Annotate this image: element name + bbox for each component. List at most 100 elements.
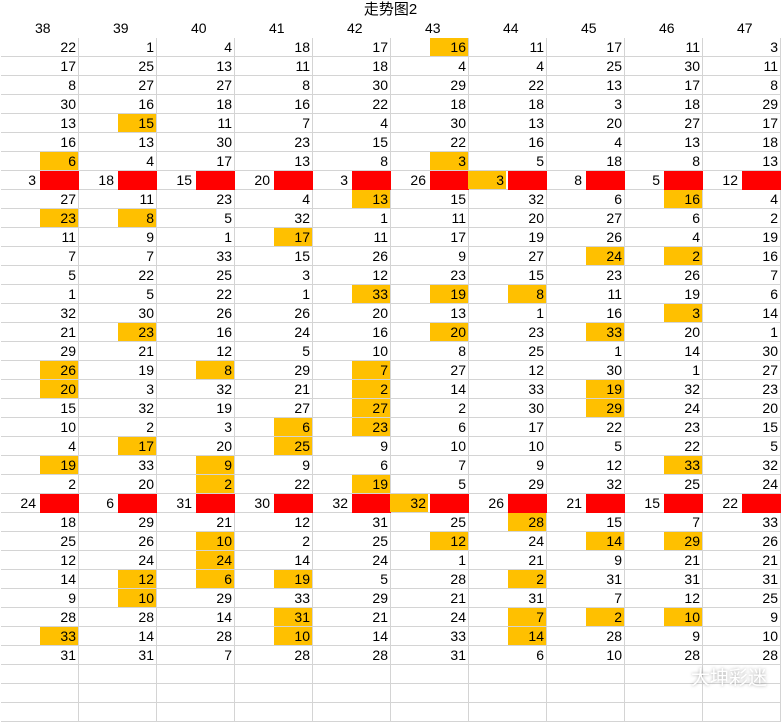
cell-number: 3 [614,96,622,112]
table-cell: 9 [79,228,157,247]
table-cell: 9 [313,437,391,456]
cell-number: 14 [294,552,310,568]
table-cell: 1 [313,209,391,228]
highlighted-number: 15 [118,114,156,132]
cell-number: 26 [410,172,426,188]
table-cell: 27 [1,190,79,209]
table-cell: 15 [703,418,781,437]
cell-number: 30 [762,343,778,359]
cell-number: 7 [146,248,154,264]
table-cell: 1 [469,304,547,323]
table-cell: 24 [313,551,391,570]
table-cell: 29 [469,475,547,494]
table-cell: 26 [703,532,781,551]
cell-number: 32 [60,305,76,321]
table-cell: 15 [1,399,79,418]
table-cell: 11 [469,38,547,57]
table-cell: 8 [157,361,235,380]
highlighted-number: 19 [430,285,468,303]
cell-number: 10 [450,438,466,454]
cell-number: 9 [380,438,388,454]
table-cell: 16 [469,133,547,152]
table-cell: 8 [391,342,469,361]
cell-number: 16 [528,134,544,150]
cell-number: 14 [450,381,466,397]
table-cell: 10 [157,532,235,551]
table-cell: 24 [235,323,313,342]
cell-number: 32 [762,457,778,473]
cell-number: 24 [20,495,36,511]
table-cell: 18 [1,513,79,532]
empty-cell [157,665,235,684]
cell-number: 12 [722,172,738,188]
table-cell: 12 [157,342,235,361]
table-cell: 32 [79,399,157,418]
cell-number: 20 [216,438,232,454]
table-cell: 30 [391,114,469,133]
table-cell: 2 [313,380,391,399]
table-cell: 4 [625,228,703,247]
table-cell: 20 [313,304,391,323]
cell-number: 9 [770,609,778,625]
table-cell: 2 [391,399,469,418]
cell-number: 15 [372,134,388,150]
cell-number: 27 [294,400,310,416]
cell-number: 3 [770,39,778,55]
table-cell: 23 [157,190,235,209]
cell-number: 24 [294,324,310,340]
red-marker [118,171,157,190]
watermark-text: 大坤彩迷 [690,667,767,689]
cell-number: 5 [224,210,232,226]
cell-number: 16 [606,305,622,321]
cell-number: 28 [450,571,466,587]
cell-number: 31 [528,590,544,606]
cell-number: 11 [295,58,310,74]
table-cell: 22 [79,266,157,285]
cell-number: 22 [372,96,388,112]
red-marker [274,494,313,513]
table-cell: 7 [625,513,703,532]
cell-number: 22 [606,419,622,435]
highlighted-number: 16 [430,38,468,56]
table-cell: 4 [703,190,781,209]
table-cell: 20 [703,399,781,418]
table-cell: 28 [235,646,313,665]
table-cell: 18 [469,95,547,114]
table-cell: 21 [235,380,313,399]
red-marker [430,171,469,190]
cell-number: 11 [139,191,154,207]
cell-number: 21 [566,495,582,511]
cell-number: 16 [60,134,76,150]
cell-number: 7 [458,457,466,473]
table-cell: 4 [313,114,391,133]
cell-number: 17 [528,419,544,435]
cell-number: 24 [372,552,388,568]
table-cell: 4 [1,437,79,456]
cell-number: 24 [684,400,700,416]
table-cell: 5 [235,342,313,361]
cell-number: 30 [606,362,622,378]
table-cell: 12 [625,589,703,608]
table-cell: 1 [547,342,625,361]
highlighted-number: 33 [664,456,702,474]
cell-number: 15 [644,495,660,511]
table-cell: 3 [313,171,391,190]
red-marker [352,171,391,190]
table-cell: 32 [1,304,79,323]
table-cell: 15 [625,494,703,513]
cell-number: 9 [458,248,466,264]
cell-number: 27 [606,210,622,226]
cell-number: 5 [770,438,778,454]
table-cell: 4 [157,38,235,57]
table-cell: 26 [1,361,79,380]
empty-cell [79,665,157,684]
table-cell: 27 [157,76,235,95]
empty-cell [469,684,547,703]
table-cell: 25 [625,475,703,494]
cell-number: 28 [606,628,622,644]
cell-number: 5 [380,571,388,587]
cell-number: 10 [606,647,622,663]
sheet-title: 走势图2 [363,1,418,18]
table-cell: 33 [157,247,235,266]
table-cell: 7 [547,589,625,608]
